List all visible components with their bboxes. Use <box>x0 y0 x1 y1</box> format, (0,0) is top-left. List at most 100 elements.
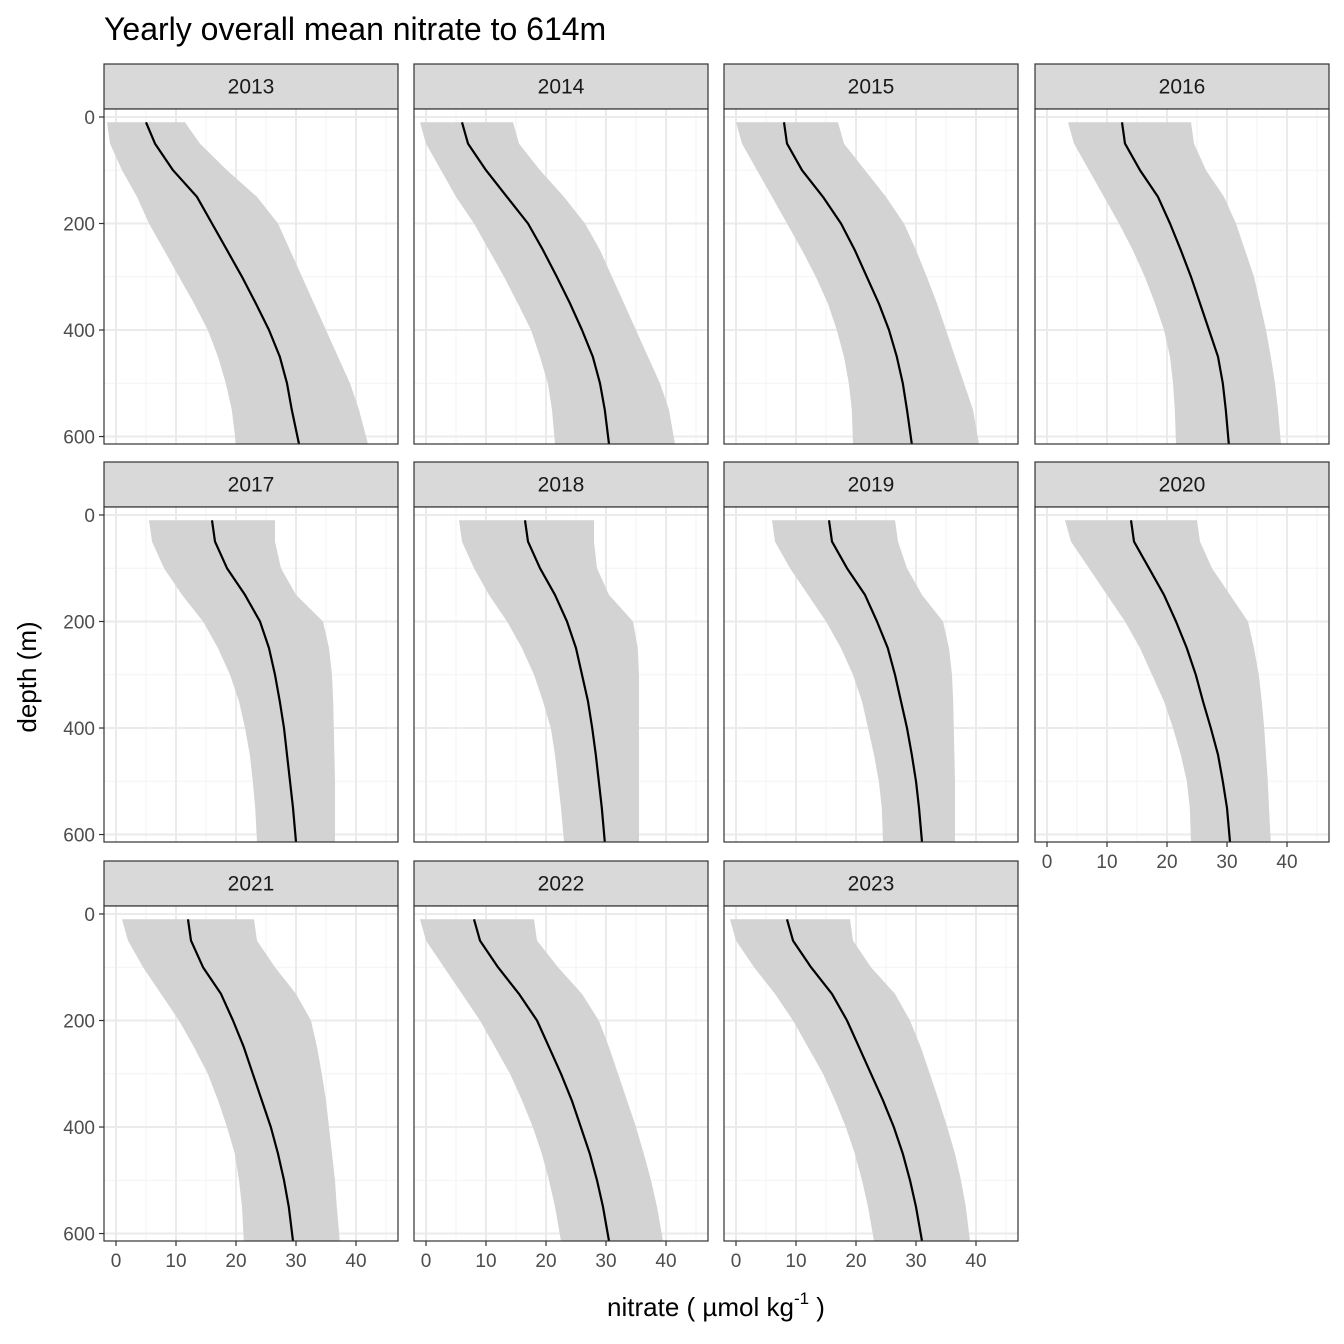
confidence-ribbon <box>730 919 970 1241</box>
y-tick-label: 600 <box>63 826 95 847</box>
y-tick-label: 400 <box>63 719 95 740</box>
mean-profile-line <box>472 919 611 1242</box>
facet-strip-label: 2020 <box>1159 474 1206 497</box>
x-axis-title-suffix: ) <box>809 1292 825 1322</box>
facet-strip <box>103 860 399 907</box>
confidence-ribbon <box>122 919 340 1241</box>
mean-profile-line <box>785 919 924 1242</box>
x-tick-label: 30 <box>1216 852 1237 873</box>
facet-strip <box>103 461 399 508</box>
confidence-ribbon <box>772 520 955 842</box>
x-tick-label: 30 <box>595 1251 616 1272</box>
x-tick-label: 40 <box>1276 852 1297 873</box>
facet-strip-label: 2014 <box>538 76 585 99</box>
mean-profile-line <box>460 122 611 445</box>
x-tick-label: 10 <box>785 1251 806 1272</box>
facet-strip-label: 2016 <box>1159 76 1206 99</box>
x-tick-label: 20 <box>535 1251 556 1272</box>
mean-profile-line <box>210 520 298 843</box>
y-tick-label: 200 <box>63 1012 95 1033</box>
y-tick-label: 600 <box>63 428 95 449</box>
y-tick-label: 400 <box>63 321 95 342</box>
mean-profile-line <box>186 919 295 1242</box>
facet-strip-label: 2022 <box>538 873 585 896</box>
facet-strip <box>723 461 1019 508</box>
facet-strip <box>1034 63 1330 110</box>
x-axis-title: nitrate ( µmol kg-1 ) <box>607 1289 825 1322</box>
x-tick-label: 10 <box>165 1251 186 1272</box>
x-tick-label: 40 <box>345 1251 366 1272</box>
facet-panel-2013: 2013 0 200 400 600 <box>63 63 399 449</box>
x-tick-label: 40 <box>965 1251 986 1272</box>
facet-panel-2014: 2014 <box>413 63 709 445</box>
y-axis-title: depth (m) <box>12 621 42 732</box>
facet-panel-2022: 2022 0 10 20 30 40 <box>413 860 709 1272</box>
mean-profile-line <box>1129 520 1232 843</box>
x-tick-label: 10 <box>475 1251 496 1272</box>
x-tick-label: 0 <box>731 1251 742 1272</box>
x-axis-title-superscript: -1 <box>794 1289 809 1308</box>
x-tick-label: 0 <box>111 1251 122 1272</box>
chart-title: Yearly overall mean nitrate to 614m <box>104 11 606 47</box>
panel-border <box>413 905 709 1242</box>
y-tick-label: 0 <box>84 905 95 926</box>
panel-border <box>103 506 399 843</box>
y-tick-label: 0 <box>84 506 95 527</box>
x-tick-label: 20 <box>225 1251 246 1272</box>
facet-strip <box>1034 461 1330 508</box>
panel-border <box>103 108 399 445</box>
panel-border <box>723 905 1019 1242</box>
y-tick-label: 200 <box>63 215 95 236</box>
confidence-ribbon <box>420 919 663 1241</box>
confidence-ribbon <box>107 122 368 445</box>
x-tick-label: 0 <box>1042 852 1053 873</box>
facet-strip <box>413 860 709 907</box>
facet-strip-label: 2013 <box>228 76 275 99</box>
panel-border <box>413 506 709 843</box>
mean-profile-line <box>523 520 606 843</box>
y-tick-label: 0 <box>84 108 95 129</box>
mean-profile-line <box>827 520 924 843</box>
y-tick-label: 200 <box>63 613 95 634</box>
x-tick-label: 30 <box>285 1251 306 1272</box>
facet-strip <box>723 860 1019 907</box>
facet-panel-2017: 2017 0 200 400 600 <box>63 461 399 847</box>
facet-strip-label: 2021 <box>228 873 275 896</box>
panel-border <box>723 506 1019 843</box>
facet-strip-label: 2023 <box>848 873 895 896</box>
confidence-ribbon <box>1068 122 1281 445</box>
x-tick-label: 20 <box>1156 852 1177 873</box>
x-tick-label: 30 <box>905 1251 926 1272</box>
facet-strip-label: 2018 <box>538 474 585 497</box>
confidence-ribbon <box>420 122 675 445</box>
panel-border <box>103 905 399 1242</box>
panel-border <box>1034 108 1330 445</box>
facet-panel-2015: 2015 <box>723 63 1019 445</box>
y-tick-label: 600 <box>63 1225 95 1246</box>
facet-panel-2019: 2019 <box>723 461 1019 843</box>
panel-border <box>723 108 1019 445</box>
x-axis-title-main: nitrate ( µmol kg <box>607 1292 794 1322</box>
confidence-ribbon <box>736 122 979 445</box>
facet-panel-2023: 2023 0 10 20 30 40 <box>723 860 1019 1272</box>
facet-strip <box>723 63 1019 110</box>
facet-strip-label: 2019 <box>848 474 895 497</box>
x-tick-label: 20 <box>845 1251 866 1272</box>
facet-panel-2021: 2021 0 200 400 600 0 10 20 30 40 <box>63 860 399 1272</box>
panel-border <box>1034 506 1330 843</box>
panel-border <box>413 108 709 445</box>
facet-strip <box>103 63 399 110</box>
x-tick-label: 0 <box>421 1251 432 1272</box>
facet-panel-2020: 2020 0 10 20 30 40 <box>1034 461 1330 873</box>
x-tick-label: 40 <box>655 1251 676 1272</box>
facet-strip-label: 2017 <box>228 474 275 497</box>
x-tick-label: 10 <box>1096 852 1117 873</box>
mean-profile-line <box>144 121 301 445</box>
mean-profile-line <box>782 122 913 445</box>
facet-panel-2018: 2018 <box>413 461 709 843</box>
facet-strip-label: 2015 <box>848 76 895 99</box>
facet-panel-2016: 2016 <box>1034 63 1330 445</box>
mean-profile-line <box>1120 122 1230 445</box>
